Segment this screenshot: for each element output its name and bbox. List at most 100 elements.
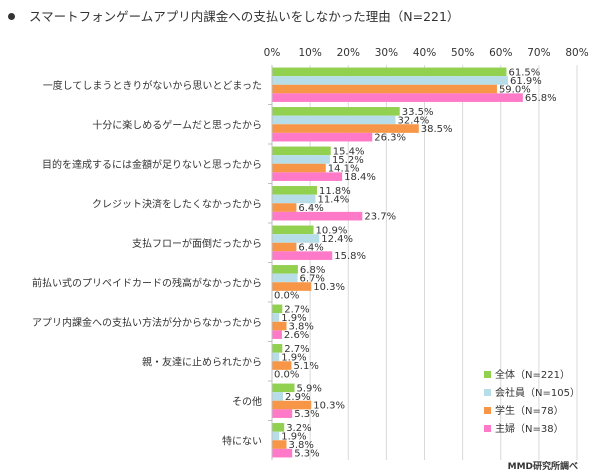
bar <box>272 155 330 164</box>
bar <box>272 115 396 125</box>
data-label: 15.2% <box>332 155 364 166</box>
data-label: 2.7% <box>284 344 309 355</box>
bar <box>272 76 508 85</box>
data-label: 3.2% <box>286 423 311 434</box>
bar <box>272 431 280 441</box>
bar <box>272 361 292 370</box>
data-label: 0.0% <box>274 370 299 381</box>
bar <box>272 211 363 221</box>
bar <box>272 344 283 353</box>
bar <box>272 448 293 458</box>
bar <box>272 84 497 94</box>
bar <box>272 440 287 449</box>
data-label: 6.8% <box>300 265 325 276</box>
bar <box>272 132 373 142</box>
data-label: 5.1% <box>293 361 318 372</box>
data-label: 61.9% <box>510 76 542 87</box>
data-label: 2.9% <box>285 392 310 403</box>
x-tick-label: 0% <box>264 47 281 59</box>
legend-swatch <box>484 407 491 414</box>
data-label: 59.0% <box>499 85 531 96</box>
data-label: 6.4% <box>298 203 323 214</box>
bar <box>272 313 280 322</box>
legend-label: 全体（N=221） <box>495 368 570 381</box>
data-label: 3.8% <box>288 322 313 333</box>
category-label: 特にない <box>222 435 262 447</box>
data-label: 65.8% <box>525 93 557 104</box>
bar <box>272 409 293 418</box>
category-label: 前払い式のプリペイドカードの残高がなかったから <box>32 276 262 289</box>
category-label: 十分に楽しめるゲームだと思ったから <box>92 118 262 131</box>
legend-swatch <box>484 371 491 378</box>
x-tick-label: 20% <box>337 47 360 59</box>
bar <box>272 163 326 173</box>
data-label: 32.4% <box>398 115 430 126</box>
data-label: 23.7% <box>364 212 396 223</box>
data-label: 5.3% <box>294 449 319 460</box>
data-label: 38.5% <box>421 124 453 135</box>
data-label: 11.4% <box>317 194 349 205</box>
bar <box>272 321 287 331</box>
data-label: 33.5% <box>402 107 434 118</box>
x-tick-label: 30% <box>375 47 398 59</box>
bar <box>272 107 400 116</box>
bar <box>272 265 298 274</box>
bar <box>272 330 282 339</box>
x-tick-label: 80% <box>565 47 588 59</box>
data-label: 2.6% <box>284 330 309 341</box>
data-label: 3.8% <box>288 440 313 451</box>
legend-swatch <box>484 425 491 432</box>
bar <box>272 67 507 77</box>
bar <box>272 423 285 432</box>
bar <box>272 400 312 410</box>
category-label: アプリ内課金への支払い方法が分からなかったから <box>32 316 262 329</box>
data-label: 61.5% <box>508 67 540 78</box>
data-label: 12.4% <box>321 234 353 245</box>
data-label: 14.1% <box>328 164 360 175</box>
data-label: 0.0% <box>274 291 299 302</box>
data-label: 10.3% <box>313 401 345 412</box>
x-tick-label: 10% <box>298 47 321 59</box>
category-label: 目的を達成するには金額が足りないと思ったから <box>42 158 262 171</box>
bar <box>272 242 297 252</box>
category-label: その他 <box>232 395 262 408</box>
bar <box>272 146 331 156</box>
data-label: 15.8% <box>334 251 366 262</box>
bullet-icon <box>8 13 15 20</box>
data-label: 1.9% <box>281 352 306 363</box>
chart-title: スマートフォンゲームアプリ内課金への支払いをしなかった理由（N=221） <box>8 6 459 25</box>
data-label: 11.8% <box>319 186 351 197</box>
legend-swatch <box>484 389 491 396</box>
bar <box>272 203 297 212</box>
data-label: 10.9% <box>316 225 348 236</box>
bar <box>272 282 312 291</box>
category-label: 親・友達に止められたから <box>142 355 262 368</box>
legend-label: 会社員（N=105） <box>495 386 580 399</box>
data-label: 6.4% <box>298 243 323 254</box>
bar <box>272 194 316 204</box>
bar <box>272 383 295 393</box>
chart-title-text: スマートフォンゲームアプリ内課金への支払いをしなかった理由（N=221） <box>29 9 460 24</box>
source-credit: MMD研究所調べ <box>507 462 578 472</box>
legend-label: 学生（N=78） <box>495 404 564 417</box>
x-tick-label: 40% <box>413 47 436 59</box>
category-label: クレジット決済をしたくなかったから <box>92 197 262 210</box>
data-label: 5.9% <box>296 383 321 394</box>
data-label: 5.3% <box>294 409 319 420</box>
data-label: 15.4% <box>333 146 365 157</box>
x-tick-label: 60% <box>489 47 512 59</box>
bar <box>272 304 283 314</box>
bar <box>272 392 284 401</box>
data-label: 18.4% <box>344 172 376 183</box>
bar <box>272 93 523 102</box>
bar <box>272 124 419 133</box>
legend-label: 主婦（N=38） <box>495 423 564 435</box>
bar <box>272 186 317 195</box>
x-tick-label: 50% <box>451 47 474 59</box>
data-label: 2.7% <box>284 304 309 315</box>
data-label: 1.9% <box>281 431 306 442</box>
bar <box>272 251 333 260</box>
x-tick-label: 70% <box>527 47 550 59</box>
data-label: 10.3% <box>313 282 345 293</box>
